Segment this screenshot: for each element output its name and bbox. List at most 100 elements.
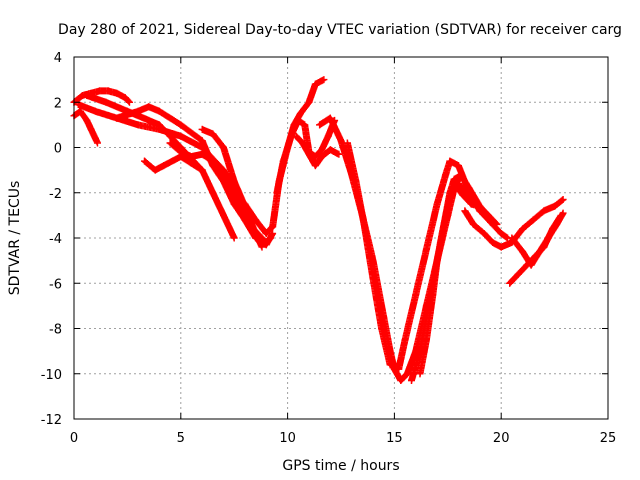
data-point [292, 132, 300, 140]
data-point [559, 196, 567, 203]
x-tick-label: 10 [279, 431, 296, 446]
data-point [188, 153, 195, 161]
data-point [408, 377, 415, 384]
x-tick-label: 20 [493, 431, 510, 446]
data-point [416, 370, 424, 378]
y-tick-label: -2 [49, 187, 62, 202]
y-tick-label: 4 [54, 51, 62, 66]
data-point [177, 148, 185, 156]
data-point [134, 121, 142, 129]
data-point [480, 230, 488, 237]
data-point [536, 248, 544, 256]
data-point [102, 98, 110, 106]
data-point [559, 209, 567, 217]
data-point [87, 125, 95, 133]
data-point [519, 248, 527, 256]
data-point [262, 230, 270, 237]
data-point [177, 121, 185, 129]
data-point [258, 243, 266, 251]
data-point [241, 202, 249, 210]
x-tick-label: 0 [70, 431, 78, 446]
data-point [252, 230, 260, 237]
chart-title: Day 280 of 2021, Sidereal Day-to-day VTE… [58, 22, 622, 38]
data-point [145, 116, 153, 124]
data-point [294, 116, 302, 124]
data-point [519, 225, 527, 233]
data-point [403, 370, 411, 378]
data-point [316, 121, 324, 129]
data-point [166, 139, 174, 147]
data-point [318, 153, 326, 161]
series-1 [70, 107, 101, 147]
data-point [433, 257, 441, 265]
data-point [514, 270, 522, 278]
grid [74, 57, 608, 419]
data-point [83, 92, 91, 99]
data-point [527, 261, 535, 269]
data-point [529, 216, 537, 224]
data-point [544, 234, 552, 242]
data-point [209, 157, 217, 165]
x-axis-label: GPS time / hours [282, 458, 399, 474]
data-point [324, 132, 332, 140]
data-point [442, 171, 450, 179]
data-point [497, 243, 505, 251]
y-tick-label: -10 [41, 368, 62, 383]
series-10 [273, 116, 339, 197]
data-point [469, 220, 477, 228]
data-point [489, 239, 497, 246]
data-point [493, 220, 501, 228]
data-point [145, 103, 153, 111]
data-layer [70, 76, 567, 384]
series-8 [198, 125, 266, 251]
data-point [104, 87, 112, 95]
y-tick-label: 0 [54, 142, 62, 157]
data-point [160, 162, 168, 170]
data-point [459, 191, 467, 199]
data-point [301, 121, 309, 129]
data-point [422, 245, 430, 253]
x-tick-label: 25 [600, 431, 617, 446]
data-point [230, 177, 238, 185]
data-point [269, 223, 277, 231]
series-11 [292, 132, 343, 170]
data-point [506, 279, 514, 287]
data-point [467, 200, 475, 208]
data-point [386, 361, 394, 369]
data-point [429, 291, 437, 299]
data-point [121, 94, 129, 102]
data-point [126, 98, 133, 106]
data-point [320, 76, 328, 84]
data-point [166, 132, 174, 140]
data-point [401, 336, 409, 344]
data-point [455, 162, 462, 170]
data-point [113, 89, 121, 97]
data-point [151, 166, 159, 174]
data-point [455, 173, 462, 181]
data-point [230, 193, 238, 201]
y-tick-label: -12 [41, 413, 62, 428]
data-point [311, 162, 319, 170]
data-point [155, 121, 163, 129]
data-point [497, 230, 505, 237]
data-point [94, 139, 101, 147]
y-tick-label: -4 [49, 232, 62, 247]
data-point [395, 365, 403, 373]
data-point [311, 80, 319, 88]
data-point [220, 171, 227, 179]
data-point [230, 234, 238, 242]
data-point [305, 150, 313, 158]
data-point [337, 137, 345, 145]
data-point [96, 87, 104, 95]
data-point [279, 157, 287, 165]
data-point [397, 377, 405, 384]
data-point [113, 114, 121, 122]
data-point [412, 291, 420, 299]
data-point [326, 146, 334, 154]
data-point [220, 144, 227, 151]
data-point [198, 125, 206, 133]
series-15 [416, 173, 462, 378]
data-point [91, 107, 99, 115]
